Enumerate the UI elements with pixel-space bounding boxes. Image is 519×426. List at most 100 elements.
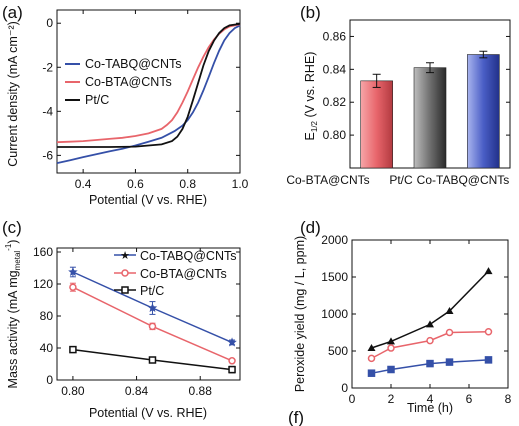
y-tick-label: -4	[42, 104, 53, 118]
panel-d-series	[367, 267, 493, 377]
panel-c-point-1-1	[148, 322, 157, 331]
bar-2	[467, 54, 500, 169]
panel-a-legend: Co-TABQ@CNTs Co-BTA@CNTs Pt/C	[65, 57, 182, 107]
y-tick-label: 80	[40, 309, 54, 323]
category-label-0: Co-BTA@CNTs	[286, 173, 369, 187]
panel-label-b: (b)	[300, 3, 321, 22]
panel-b-bars	[360, 50, 500, 169]
panel-label-f: (f)	[288, 408, 304, 426]
y-tick-label: 2000	[321, 233, 348, 247]
panel-b-y-label: E1/2 (V vs. RHE)	[303, 52, 319, 141]
panel-d-x-label: Time (h)	[407, 401, 453, 415]
y-tick-label: 0.84	[323, 62, 347, 76]
legend-c-label-2: Pt/C	[140, 284, 164, 298]
panel-c-series	[68, 266, 237, 374]
panel-label-a: (a)	[2, 3, 23, 22]
x-tick-label: 4	[427, 392, 434, 406]
panel-c-y-label-superscript: -1	[4, 243, 13, 251]
panel-a-x-label: Potential (V vs. RHE)	[89, 193, 207, 207]
x-tick-label: 0.80	[61, 384, 85, 398]
panel-d-point-2-0	[367, 369, 376, 377]
y-tick-label: 0.80	[323, 128, 347, 142]
panel-c-point-2-1	[148, 356, 157, 364]
panel-c-frame	[56, 247, 241, 381]
panel-a-y-label: Current density (mA cm⁻²)	[6, 21, 20, 167]
panel-c-legend: ★ Co-TABQ@CNTs Co-BTA@CNTs Pt/C	[114, 249, 237, 298]
panel-d-point-2-4	[484, 356, 493, 364]
legend-a-label-0: Co-TABQ@CNTs	[85, 57, 182, 71]
panel-d-point-2-1	[387, 365, 395, 374]
y-tick-label: -2	[42, 60, 53, 74]
x-tick-label: 6	[466, 392, 473, 406]
panel-c-x-ticks: 0.80 0.84 0.88	[61, 248, 212, 398]
panel-c-point-1-2	[228, 357, 236, 365]
legend-c-label-0: Co-TABQ@CNTs	[140, 249, 237, 263]
panel-d-x-ticks: 0 2 4 6 8	[349, 240, 512, 406]
panel-d-peroxide-chart: 0 500 1000 1500 2000 0 2 4 6 8 Time (h) Peroxide…	[293, 233, 512, 415]
panel-d-point-2-3	[445, 358, 454, 366]
x-tick-label: 0.88	[189, 384, 213, 398]
panel-d-point-0-2	[426, 320, 434, 328]
x-tick-label: 8	[505, 392, 512, 406]
panel-a-y-ticks: 0 -2 -4 -6	[42, 16, 240, 162]
legend-a-label-1: Co-BTA@CNTs	[85, 75, 172, 89]
panel-c-x-label: Potential (V vs. RHE)	[89, 406, 207, 420]
y-tick-label: 500	[328, 344, 348, 358]
panel-d-y-label: Peroxide yield (mg / L, ppm)	[293, 236, 307, 392]
y-tick-label: 120	[33, 277, 53, 291]
bar-0	[360, 80, 393, 169]
panel-b-categories: Co-BTA@CNTs Pt/C Co-TABQ@CNTs	[286, 173, 509, 187]
panel-c-point-0-1	[147, 303, 158, 313]
legend-a-label-2: Pt/C	[85, 93, 109, 107]
panel-c-point-2-0	[69, 345, 77, 354]
x-tick-label: 0.84	[125, 384, 149, 398]
category-label-1: Pt/C	[389, 173, 413, 187]
panel-d-point-0-4	[484, 267, 493, 275]
x-tick-label: 0.4	[75, 177, 92, 191]
panel-b-y-label-rest: (V vs. RHE)	[303, 52, 317, 121]
x-tick-label: 0.8	[179, 177, 196, 191]
panel-c-point-0-0	[68, 267, 78, 277]
panel-c-y-label-subscript: metal	[13, 251, 22, 271]
panel-c-point-1-0	[69, 283, 77, 291]
panel-d-point-1-1	[387, 344, 395, 352]
panel-d-point-0-0	[367, 344, 376, 352]
y-tick-label: 160	[33, 245, 53, 259]
x-tick-label: 1.0	[232, 177, 249, 191]
legend-c-marker-0: ★	[120, 250, 130, 262]
x-tick-label: 0.6	[127, 177, 144, 191]
panel-a-x-ticks: 0.4 0.6 0.8 1.0	[75, 10, 249, 191]
panel-label-c: (c)	[2, 218, 22, 237]
panel-a-series-line-2	[57, 23, 241, 148]
panel-c-y-label: Mass activity (mA mgmetal-1)	[4, 240, 22, 389]
panel-c-y-ticks: 0 40 80 120 160	[33, 245, 240, 387]
y-tick-label: 0	[341, 381, 348, 395]
panel-d-point-0-1	[387, 337, 395, 345]
category-label-2: Co-TABQ@CNTs	[417, 173, 510, 187]
panel-c-y-label-close: )	[6, 240, 20, 244]
bar-1	[413, 67, 447, 169]
y-tick-label: -6	[42, 148, 53, 162]
panel-b-bar-chart: 0.80 0.82 0.84 0.86 Co-BTA@CNTs Pt/C Co-TABQ@…	[286, 19, 511, 187]
panel-a-lsv-chart: 0 -2 -4 -6 0.4 0.6 0.8 1.0 Co-TABQ@CNTs Co-BTA…	[6, 9, 249, 207]
panel-d-y-ticks: 0 500 1000 1500 2000	[321, 233, 508, 395]
legend-c-marker-1	[121, 269, 129, 277]
y-tick-label: 1500	[321, 270, 348, 284]
panel-c-mass-activity-chart: 0 40 80 120 160 0.80 0.84 0.88 ★ Co-TABQ@CNTs …	[4, 240, 241, 420]
panel-a-frame	[56, 9, 241, 174]
panel-b-y-label-subscript: 1/2	[310, 120, 319, 132]
y-tick-label: 1000	[321, 307, 348, 321]
y-tick-label: 0.86	[323, 29, 347, 43]
y-tick-label: 0	[46, 373, 53, 387]
y-tick-label: 0	[46, 16, 53, 30]
panel-d-point-1-3	[445, 328, 454, 337]
panel-d-point-1-4	[484, 328, 493, 336]
y-tick-label: 40	[40, 341, 54, 355]
panel-d-point-2-2	[426, 359, 434, 368]
legend-c-marker-2	[121, 286, 129, 294]
panel-d-point-1-2	[426, 336, 434, 345]
panel-c-point-2-2	[228, 365, 236, 374]
panel-c-point-0-2	[227, 337, 237, 347]
panel-label-d: (d)	[300, 218, 321, 237]
